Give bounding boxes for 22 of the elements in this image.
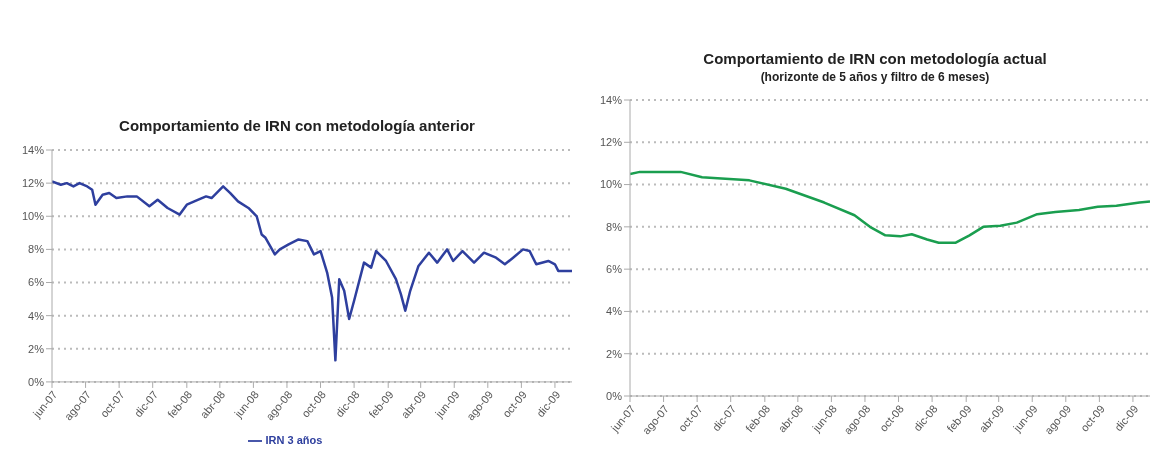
y-tick-label: 6% xyxy=(28,276,45,289)
y-tick-label: 10% xyxy=(599,178,623,191)
y-tick-label: 14% xyxy=(599,93,623,106)
line-series xyxy=(630,170,1150,244)
y-tick-label: 12% xyxy=(21,177,45,190)
y-tick-label: 14% xyxy=(21,143,45,156)
y-tick-label: 12% xyxy=(599,136,623,149)
y-tick-label: 2% xyxy=(606,347,623,360)
y-tick-label: 10% xyxy=(21,210,45,223)
y-tick-label: 4% xyxy=(606,305,623,318)
y-tick-label: 4% xyxy=(28,309,45,322)
y-tick-label: 2% xyxy=(28,342,45,355)
y-tick-label: 8% xyxy=(28,243,45,256)
y-tick-label: 6% xyxy=(606,263,623,276)
chart-subtitle: (horizonte de 5 años y filtro de 6 meses) xyxy=(760,70,990,84)
line-series xyxy=(52,180,572,362)
legend-label: IRN 3 años xyxy=(265,433,323,446)
y-tick-label: 0% xyxy=(28,375,45,388)
y-tick-label: 8% xyxy=(606,220,623,233)
y-tick-label: 0% xyxy=(606,389,623,402)
chart-title: Comportamiento de IRN con metodología anterior xyxy=(119,117,475,134)
chart-title: Comportamiento de IRN con metodología actual xyxy=(703,50,1047,67)
